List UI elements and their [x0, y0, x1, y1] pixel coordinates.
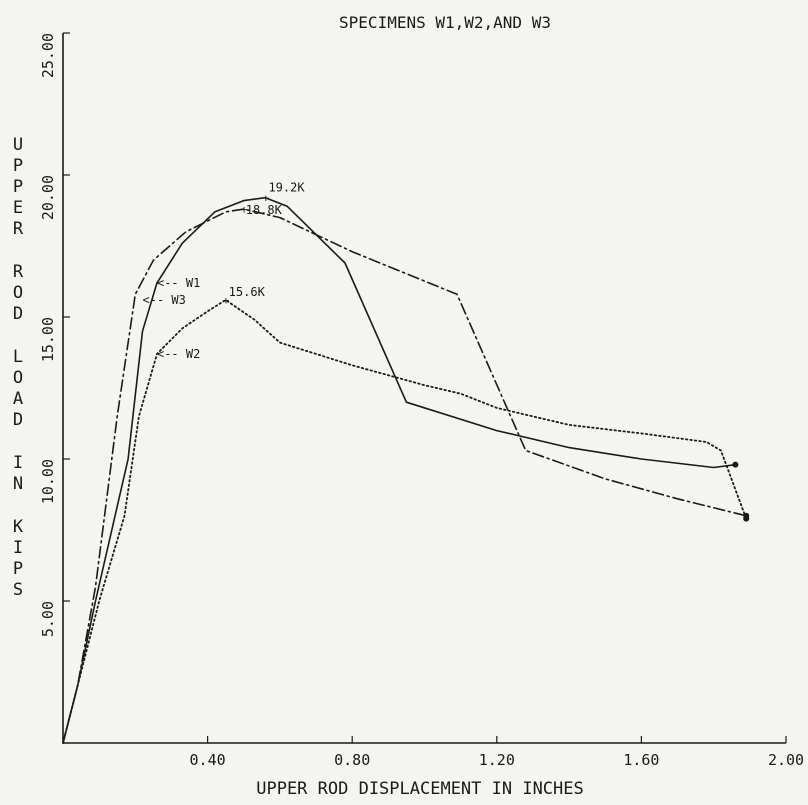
y-axis-label-char: L: [13, 347, 23, 367]
annotation-label: <-- W1: [157, 276, 200, 290]
y-axis-label-char: R: [13, 219, 24, 239]
y-axis-label-char: D: [13, 410, 23, 430]
annotation-label: 18.8K: [246, 203, 283, 217]
peak-marker: +: [241, 203, 248, 216]
y-axis-label-char: O: [13, 368, 23, 388]
annotation-label: 15.6K: [229, 285, 266, 299]
peak-marker: +: [223, 294, 230, 307]
annotation-label: <-- W3: [143, 293, 186, 307]
y-tick-label: 20.00: [39, 175, 57, 220]
x-tick-label: 2.00: [768, 751, 804, 769]
y-tick-label: 25.00: [39, 33, 57, 78]
tick-labels: 0.40 0.80 1.20 1.60 2.00 5.00 10.00 15.00 20.00 2…: [39, 32, 804, 769]
annotation-label: 19.2K: [268, 181, 305, 195]
y-axis-label-char: S: [13, 580, 23, 600]
y-axis-label-char: U: [13, 135, 23, 155]
y-tick-label: 10.00: [39, 459, 57, 504]
axes: [62, 33, 786, 744]
y-tick-label: 15.00: [39, 317, 57, 362]
series-line-w3: [62, 208, 747, 744]
x-tick-label: 1.60: [623, 751, 659, 769]
x-axis-label: UPPER ROD DISPLACEMENT IN INCHES: [256, 779, 584, 799]
annotation-label: <-- W2: [157, 347, 200, 361]
y-axis-label-char: P: [13, 156, 23, 176]
y-axis-label-char: N: [13, 474, 23, 494]
y-axis-label-char: E: [13, 198, 23, 218]
y-axis-label-char: A: [13, 389, 23, 409]
chart-title: SPECIMENS W1,W2,AND W3: [339, 13, 551, 32]
x-tick-label: 0.80: [334, 751, 370, 769]
series-end-marker: [732, 461, 739, 468]
series-lines: [62, 196, 750, 744]
series-end-marker: [743, 512, 750, 519]
x-tick-label: 1.20: [479, 751, 515, 769]
y-axis-label-char: P: [13, 559, 23, 579]
series-line-w1: [62, 196, 737, 744]
y-axis-label-char: D: [13, 304, 23, 324]
y-axis-label-char: P: [13, 177, 23, 197]
series-line-w2: [62, 299, 748, 744]
x-tick-label: 0.40: [190, 751, 226, 769]
peak-marker: +: [262, 192, 269, 205]
y-axis-label-char: I: [13, 538, 23, 558]
y-axis-label-char: I: [13, 453, 23, 473]
y-axis-label-char: O: [13, 283, 23, 303]
annotations: +19.2K+18.8K+15.6K<-- W1<-- W3<-- W2: [143, 181, 306, 361]
y-axis-label-char: K: [13, 517, 24, 537]
y-axis-label-char: R: [13, 262, 24, 282]
y-tick-label: 5.00: [39, 601, 57, 637]
